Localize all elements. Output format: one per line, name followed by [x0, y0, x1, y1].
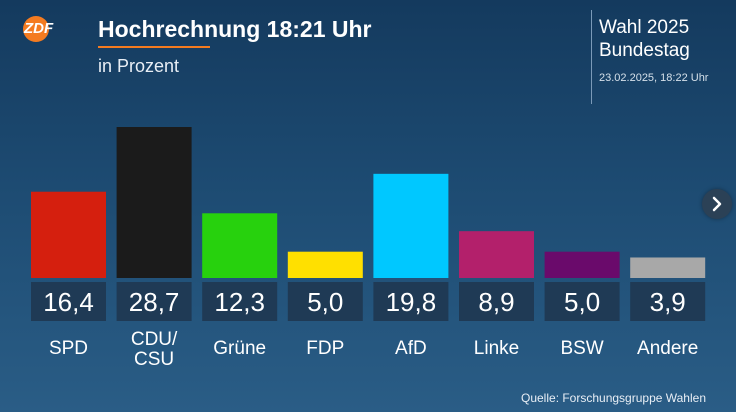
category-label-6: BSW	[560, 338, 603, 359]
election-line-2: Bundestag	[599, 40, 690, 61]
bar-3	[287, 251, 363, 278]
bar-1	[116, 127, 192, 278]
bar-6	[544, 251, 620, 278]
value-box-1	[116, 282, 192, 321]
header-divider	[591, 10, 592, 104]
value-label-2: 12,3	[214, 287, 265, 317]
value-label-3: 5,0	[307, 287, 343, 317]
value-box-3	[287, 282, 363, 321]
category-label-3: FDP	[306, 338, 344, 359]
next-button[interactable]	[702, 189, 732, 219]
value-box-4	[373, 282, 449, 321]
category-label-1: CDU/CSU	[131, 329, 178, 370]
zdf-logo-text: ZDF	[24, 20, 54, 37]
bar-4	[373, 173, 449, 278]
category-label-5: Linke	[474, 338, 519, 359]
value-box-2	[202, 282, 278, 321]
election-title: Wahl 2025 Bundestag	[599, 16, 690, 62]
value-label-6: 5,0	[564, 287, 600, 317]
value-label-5: 8,9	[478, 287, 514, 317]
value-label-7: 3,9	[650, 287, 686, 317]
source-note: Quelle: Forschungsgruppe Wahlen	[521, 391, 706, 405]
value-box-7	[630, 282, 706, 321]
bar-5	[459, 231, 534, 278]
category-label-0: SPD	[49, 338, 88, 359]
zdf-logo-icon	[23, 16, 49, 42]
value-label-1: 28,7	[129, 287, 180, 317]
election-timestamp: 23.02.2025, 18:22 Uhr	[599, 72, 709, 84]
election-line-1: Wahl 2025	[599, 17, 690, 38]
category-label-2: Grüne	[213, 338, 266, 359]
page-title: Hochrechnung 18:21 Uhr	[98, 16, 372, 42]
value-label-0: 16,4	[43, 287, 94, 317]
bar-7	[630, 257, 706, 278]
chevron-right-icon	[712, 196, 722, 212]
value-box-0	[31, 282, 106, 321]
bar-2	[202, 213, 278, 278]
category-label-4: AfD	[395, 338, 427, 359]
title-underline	[98, 46, 210, 48]
value-label-4: 19,8	[386, 287, 437, 317]
category-label-7: Andere	[637, 338, 698, 359]
page-subtitle: in Prozent	[98, 56, 180, 76]
value-box-5	[459, 282, 534, 321]
bar-0	[31, 191, 106, 278]
value-box-6	[544, 282, 620, 321]
